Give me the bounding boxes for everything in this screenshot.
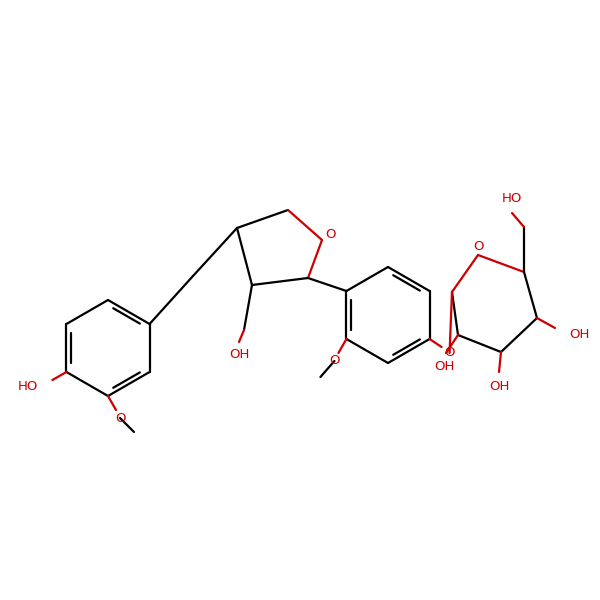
Text: OH: OH [569, 328, 589, 340]
Text: OH: OH [229, 347, 249, 361]
Text: O: O [445, 346, 455, 359]
Text: HO: HO [502, 193, 522, 205]
Text: OH: OH [489, 379, 509, 392]
Text: O: O [326, 229, 336, 241]
Text: O: O [473, 239, 483, 253]
Text: O: O [329, 355, 340, 367]
Text: O: O [115, 412, 125, 425]
Text: OH: OH [434, 361, 454, 373]
Text: HO: HO [18, 379, 38, 392]
